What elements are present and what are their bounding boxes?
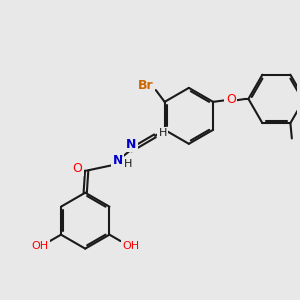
Text: OH: OH [31, 241, 48, 251]
Text: H: H [158, 128, 167, 138]
Text: Br: Br [138, 79, 154, 92]
Text: O: O [72, 162, 82, 175]
Text: N: N [112, 154, 123, 166]
Text: O: O [226, 93, 236, 106]
Text: OH: OH [122, 241, 139, 251]
Text: H: H [123, 158, 132, 169]
Text: N: N [126, 138, 136, 151]
